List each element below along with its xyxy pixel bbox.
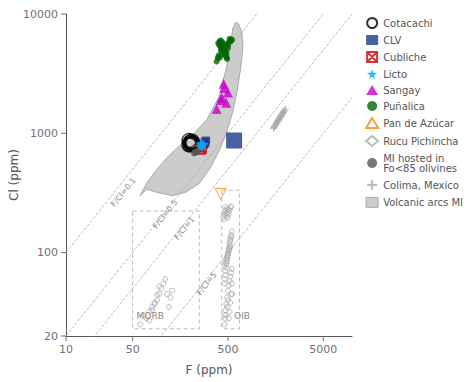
svg-text:Pan de Azúcar: Pan de Azúcar <box>383 118 455 129</box>
svg-text:20: 20 <box>44 330 58 343</box>
svg-text:Cotacachi: Cotacachi <box>383 18 432 29</box>
svg-text:Rucu Pichincha: Rucu Pichincha <box>383 136 458 147</box>
svg-text:CLV: CLV <box>383 35 401 46</box>
svg-text:F/Cl=1: F/Cl=1 <box>173 215 197 242</box>
svg-text:MORB: MORB <box>137 311 164 321</box>
svg-text:Puñalica: Puñalica <box>383 101 425 112</box>
svg-text:100: 100 <box>37 246 58 259</box>
svg-text:5000: 5000 <box>309 343 337 356</box>
svg-text:1000: 1000 <box>30 127 58 140</box>
svg-text:F/Cl=5: F/Cl=5 <box>195 270 219 297</box>
svg-text:F/Cl=0.5: F/Cl=0.5 <box>151 198 180 231</box>
svg-text:OIB: OIB <box>234 311 250 321</box>
svg-text:Cl (ppm): Cl (ppm) <box>7 149 21 201</box>
svg-text:10: 10 <box>59 343 73 356</box>
svg-text:F (ppm): F (ppm) <box>185 363 232 377</box>
svg-text:10000: 10000 <box>23 8 58 21</box>
svg-text:500: 500 <box>217 343 238 356</box>
svg-text:MI hosted in: MI hosted in <box>383 152 445 164</box>
svg-text:Volcanic arcs MI: Volcanic arcs MI <box>383 197 463 208</box>
svg-text:Fo<85 olivines: Fo<85 olivines <box>383 163 457 174</box>
svg-text:50: 50 <box>126 343 140 356</box>
svg-text:F/Cl=0.1: F/Cl=0.1 <box>109 176 138 209</box>
svg-text:Cubliche: Cubliche <box>383 52 426 63</box>
svg-text:Colima, Mexico: Colima, Mexico <box>383 180 459 191</box>
svg-text:Licto: Licto <box>383 69 407 80</box>
svg-text:Sangay: Sangay <box>383 85 420 96</box>
